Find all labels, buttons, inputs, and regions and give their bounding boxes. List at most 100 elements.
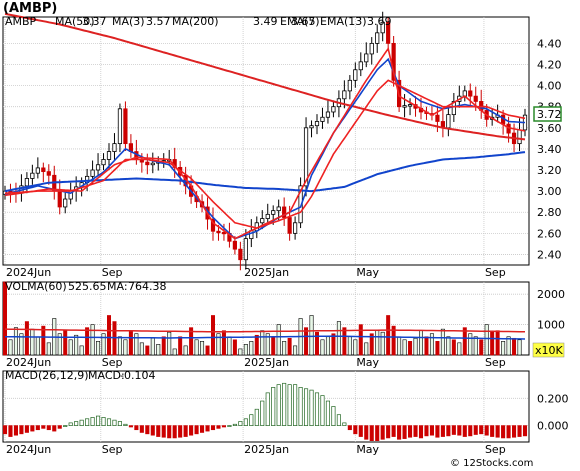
macd-bar [336,414,341,426]
volume-bar [19,333,24,356]
volume-bar [353,339,358,356]
volume-bar [150,337,155,356]
volume-bar [320,339,325,356]
volume-bar [271,336,276,356]
volume-bar [336,321,341,356]
volume-bar [178,336,183,356]
x-tick-label: 2024Jun [6,356,51,369]
macd-bar [194,425,199,435]
volume-bar [380,331,385,356]
x-tick-label: Sep [102,443,123,456]
price-candle [210,218,216,232]
price-candle [260,218,265,224]
volume-bar [331,333,336,356]
volume-unit: x10K [535,344,564,357]
macd-bar [298,387,303,426]
price-candle [468,90,473,97]
macd-bar [506,425,511,439]
macd-bar [227,425,232,427]
volume-bar [243,344,248,356]
macd-bar [501,425,506,439]
volume-bar [490,331,495,356]
ma200-line [4,12,526,141]
price-candle [451,101,456,116]
macd-bar [41,425,46,429]
macd-bar [440,425,445,437]
macd-bar [30,425,35,432]
price-candle [347,79,352,92]
macd-bar [457,425,462,436]
legend-ema13-value: 3.69 [367,15,392,28]
price-tick-label: 2.60 [537,227,562,240]
legend-ema13-label: EMA(13) [320,15,367,28]
volume-bar [429,333,434,356]
price-candle [282,206,287,218]
volume-bar [413,337,418,356]
macd-bar [468,425,473,437]
macd-bar [79,419,84,426]
macd-bar [243,418,248,426]
macd-bar [216,425,221,429]
volume-bar [123,339,128,356]
macd-bar [13,425,18,436]
macd-bar [522,425,528,437]
volume-bar [364,342,369,356]
price-candle [95,164,101,171]
volume-bar [506,336,511,356]
volume-bar [211,315,215,356]
macd-bar [106,418,112,426]
volume-bar [183,345,188,356]
price-tick-label: 3.00 [537,185,562,198]
price-candle [342,90,347,100]
macd-bar [128,425,133,428]
volume-bar [139,342,144,356]
volume-bar [107,315,111,356]
volume-bar [205,345,210,356]
macd-bar [172,425,177,439]
price-legend: AMBP MA(50) 3.37 MA(3) 3.57 MA(200) 3.49… [5,15,392,28]
macd-bar [254,408,259,426]
volume-tick-label: 1000 [537,319,565,332]
price-candle [123,108,128,145]
price-candle [90,169,95,177]
macd-bar [210,425,216,431]
volume-legend-label: VOLMA(60) [5,280,67,293]
volume-bar [200,341,205,356]
volume-bar [238,348,243,356]
macd-bar [413,425,418,437]
volume-bar [79,345,84,356]
watermark: © 12Stocks.com [450,458,533,469]
macd-bar [238,421,243,426]
legend-ma50-label: MA(50) [55,15,95,28]
volume-bar [41,325,46,356]
ema13-line [4,79,526,229]
volume-ma-label: MA: [107,280,128,293]
x-tick-label: 2024Jun [6,443,51,456]
volume-bar [386,315,391,356]
x-tick-label: Sep [485,443,506,456]
x-tick-label: Sep [485,356,506,369]
price-candle [446,114,451,129]
macd-bar [314,392,320,426]
price-candle [331,106,336,113]
volume-bar [358,324,363,356]
x-tick-label: 2024Jun [6,266,51,279]
macd-bar [325,400,330,426]
volume-bar [101,333,106,356]
macd-bar [90,417,95,426]
price-candle [517,129,522,145]
macd-bar [271,387,276,426]
price-candle [232,240,237,250]
price-candle [314,121,320,127]
price-candle [30,172,35,179]
macd-bar [101,417,106,426]
volume-bar [227,336,232,356]
macd-bar [353,425,358,435]
volume-bar [282,341,287,356]
macd-bar [402,425,407,439]
volume-tick-label: 2000 [537,288,565,301]
macd-bar [473,425,478,435]
volume-bar [128,330,133,356]
macd-bar [331,406,336,426]
